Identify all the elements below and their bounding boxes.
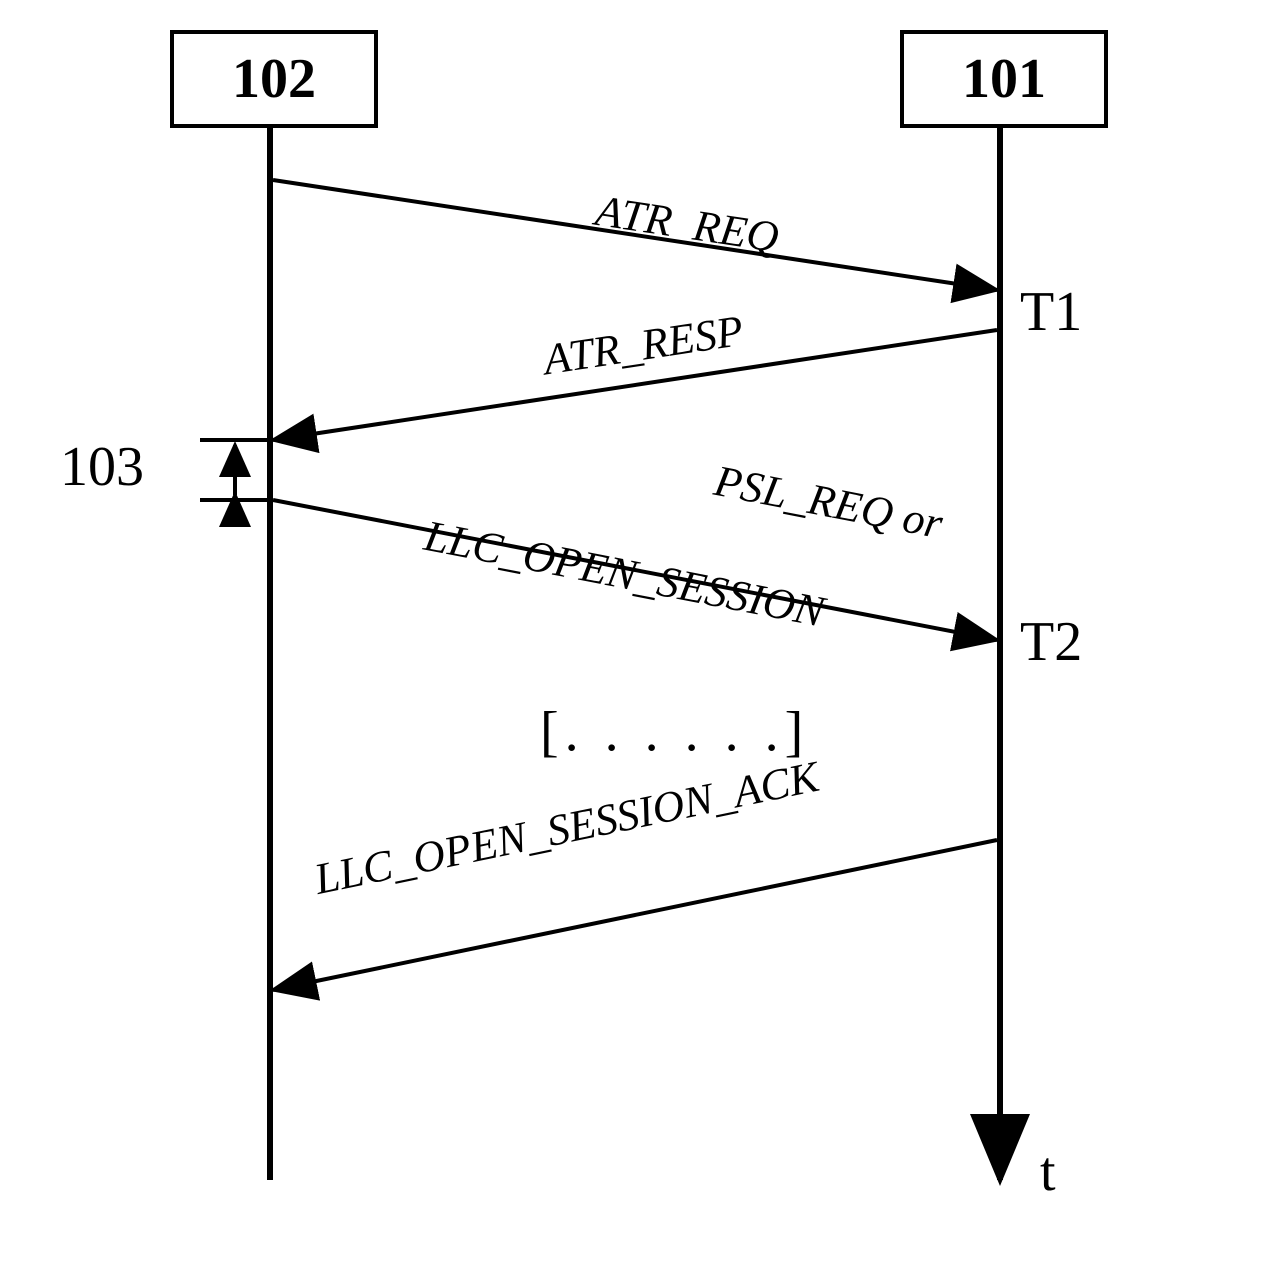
sequence-diagram: 102 101 ATR_REQ A bbox=[0, 0, 1268, 1272]
msg-label-psl-req-line2: LLC_OPEN_SESSION bbox=[420, 510, 828, 637]
interval-label-103: 103 bbox=[60, 435, 144, 499]
msg-label-atr-req: ATR_REQ bbox=[592, 185, 782, 263]
lifeline-box-101: 101 bbox=[900, 30, 1108, 128]
lifeline-right bbox=[997, 124, 1003, 1180]
lifeline-left bbox=[267, 124, 273, 1180]
ellipsis-text: [. . . . . .] bbox=[540, 700, 809, 764]
lifeline-label-102: 102 bbox=[232, 47, 316, 111]
lifeline-label-101: 101 bbox=[962, 47, 1046, 111]
msg-label-atr-resp: ATR_RESP bbox=[540, 305, 747, 386]
time-axis-label: t bbox=[1040, 1140, 1056, 1204]
time-mark-t2: T2 bbox=[1020, 610, 1082, 674]
msg-label-open-session-ack: LLC_OPEN_SESSION_ACK bbox=[310, 751, 823, 905]
msg-label-psl-req-line1: PSL_REQ or bbox=[710, 455, 946, 549]
time-mark-t1: T1 bbox=[1020, 280, 1082, 344]
lifeline-box-102: 102 bbox=[170, 30, 378, 128]
